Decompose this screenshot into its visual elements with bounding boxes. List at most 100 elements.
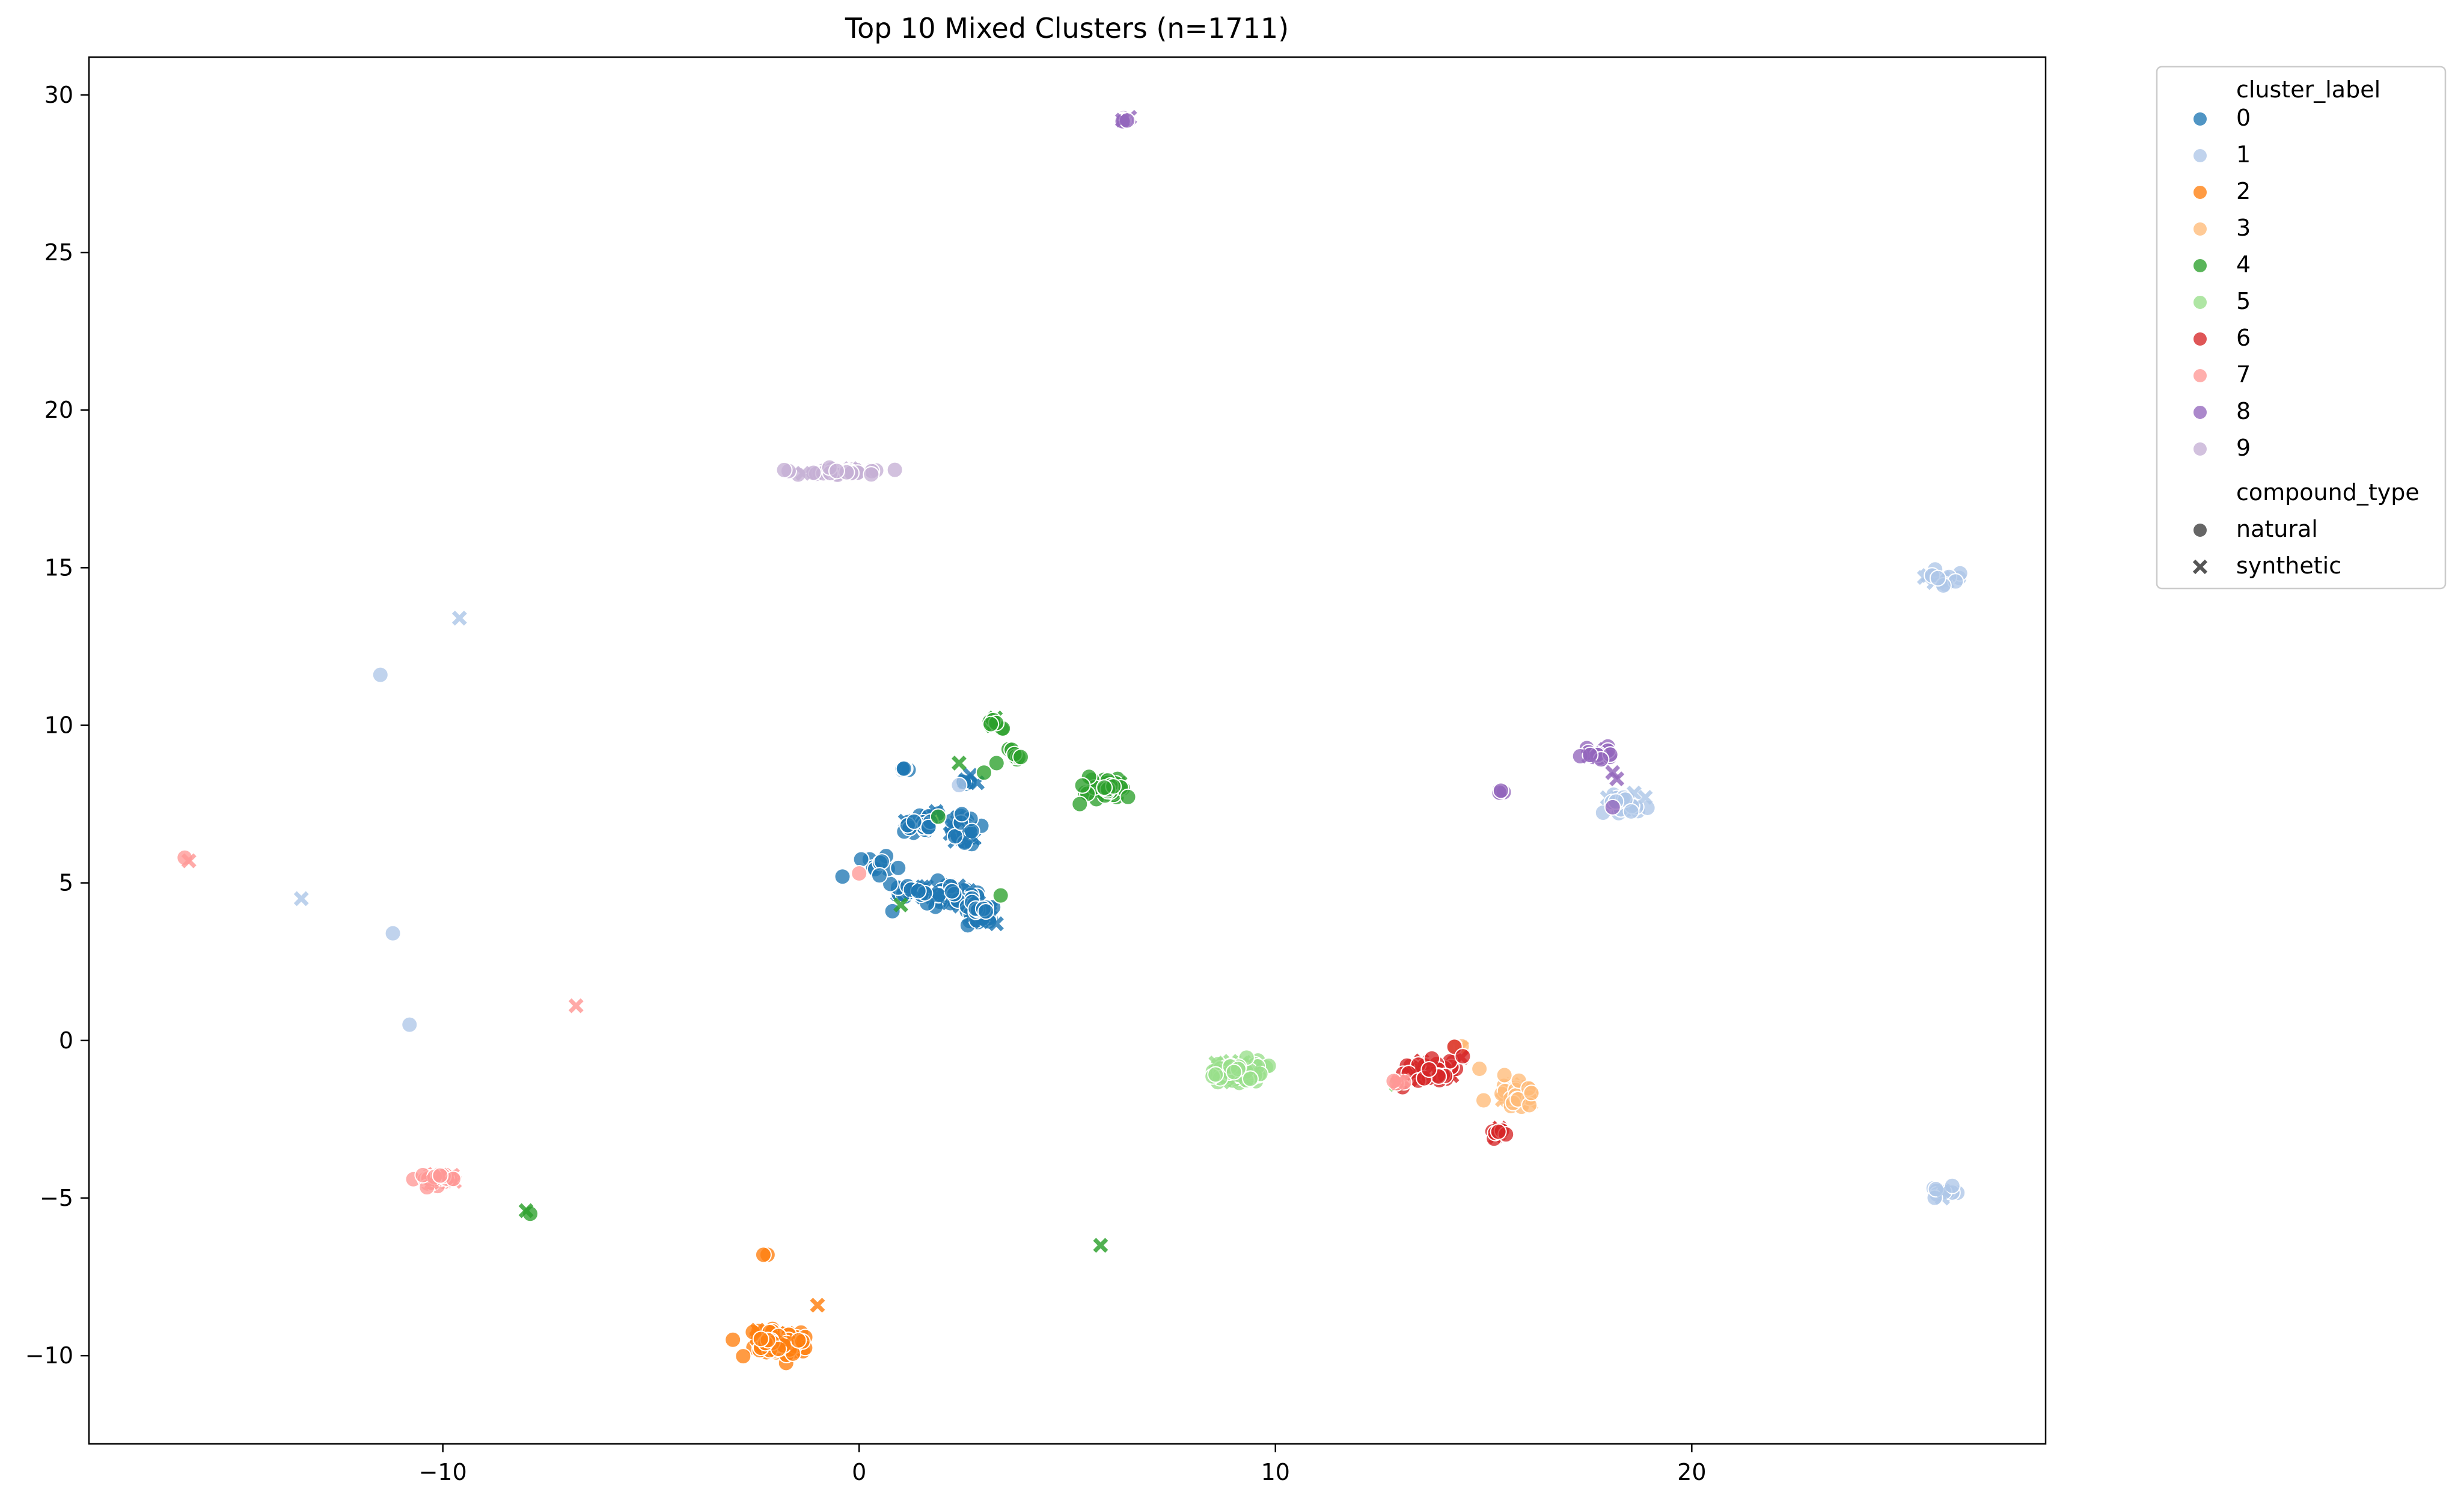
legend-style-items: natural synthetic xyxy=(2192,516,2341,579)
data-point-cluster-0 xyxy=(834,868,851,885)
data-point-cluster-0 xyxy=(873,853,890,870)
data-point-cluster-1 xyxy=(950,777,968,794)
data-point-cluster-8 xyxy=(1604,798,1621,816)
data-point-cluster-0 xyxy=(920,818,937,836)
data-point-cluster-0 xyxy=(890,859,907,876)
y-tick-label: −10 xyxy=(25,1342,73,1369)
legend-label-cluster-8: 8 xyxy=(2236,398,2251,424)
data-point-cluster-1 xyxy=(1936,1183,1951,1199)
y-tick-label: 5 xyxy=(59,870,73,896)
legend-label-cluster-5: 5 xyxy=(2236,288,2251,314)
data-points xyxy=(176,109,1969,1372)
data-point-cluster-0 xyxy=(953,805,971,823)
data-point-cluster-0 xyxy=(905,813,923,830)
data-point-cluster-4 xyxy=(1119,788,1137,805)
y-tick-label: 10 xyxy=(44,712,73,739)
legend-marker-cluster-3 xyxy=(2192,221,2208,237)
legend-label-cluster-6: 6 xyxy=(2236,325,2251,351)
data-point-cluster-4 xyxy=(1096,779,1113,796)
data-point-cluster-9 xyxy=(886,461,903,478)
data-point-cluster-2 xyxy=(752,1330,769,1348)
data-point-cluster-2 xyxy=(810,1297,825,1313)
data-point-cluster-4 xyxy=(1071,795,1089,813)
x-tick-label: 10 xyxy=(1261,1459,1290,1485)
y-axis: −10 −5 0 5 10 15 20 25 30 xyxy=(25,82,89,1369)
legend-label-cluster-4: 4 xyxy=(2236,251,2251,278)
data-point-cluster-0 xyxy=(852,851,870,868)
legend-marker-cluster-6 xyxy=(2192,331,2208,347)
data-point-cluster-1 xyxy=(1622,802,1640,820)
y-tick-label: −5 xyxy=(40,1185,73,1211)
legend-box xyxy=(2156,66,2447,590)
legend-style-title: compound_type xyxy=(2236,479,2420,506)
data-point-cluster-6 xyxy=(1454,1048,1472,1065)
data-point-cluster-5 xyxy=(1207,1066,1224,1083)
data-point-cluster-2 xyxy=(778,1335,794,1351)
legend-label-cluster-2: 2 xyxy=(2236,178,2251,204)
data-point-cluster-9 xyxy=(863,466,880,483)
data-point-cluster-4 xyxy=(893,897,908,912)
data-point-cluster-2 xyxy=(790,1331,807,1349)
data-point-cluster-6 xyxy=(1420,1061,1438,1078)
plot-area xyxy=(89,57,2046,1444)
data-point-cluster-3 xyxy=(1471,1060,1488,1078)
data-point-cluster-0 xyxy=(905,882,920,898)
legend-marker-cluster-2 xyxy=(2192,185,2208,200)
data-point-cluster-9 xyxy=(828,462,845,480)
data-point-cluster-4 xyxy=(1074,777,1091,794)
data-point-cluster-7 xyxy=(851,864,868,882)
y-tick-label: 15 xyxy=(44,554,73,581)
data-point-cluster-4 xyxy=(951,755,967,771)
data-point-cluster-4 xyxy=(992,887,1009,904)
data-point-cluster-9 xyxy=(795,465,810,481)
data-point-cluster-1 xyxy=(384,925,402,942)
x-axis: −10 0 10 20 xyxy=(419,1444,1707,1485)
y-tick-label: 30 xyxy=(44,82,73,108)
data-point-cluster-4 xyxy=(975,764,992,781)
legend-marker-cluster-1 xyxy=(2192,148,2208,164)
legend-label-cluster-9: 9 xyxy=(2236,435,2251,461)
data-point-cluster-4 xyxy=(982,715,1000,733)
data-point-cluster-1 xyxy=(1943,1177,1961,1194)
data-point-cluster-1 xyxy=(293,891,309,906)
plot-border xyxy=(88,56,2047,1445)
x-tick-label: −10 xyxy=(419,1459,467,1485)
data-point-cluster-4 xyxy=(988,754,1005,772)
data-point-cluster-5 xyxy=(1225,1063,1243,1081)
legend-marker-synthetic xyxy=(2192,559,2208,575)
data-point-cluster-6 xyxy=(1490,1123,1507,1140)
data-point-cluster-1 xyxy=(451,610,467,626)
data-point-cluster-9 xyxy=(775,461,793,478)
data-point-cluster-0 xyxy=(988,916,1004,932)
x-tick-label: 0 xyxy=(852,1459,866,1485)
legend-marker-cluster-0 xyxy=(2192,111,2208,127)
chart-title: Top 10 Mixed Clusters (n=1711) xyxy=(845,12,1289,44)
legend-marker-cluster-4 xyxy=(2192,258,2208,274)
data-point-cluster-8 xyxy=(1492,782,1509,799)
data-point-cluster-0 xyxy=(895,760,913,777)
data-point-cluster-4 xyxy=(1012,748,1029,766)
data-point-cluster-7 xyxy=(568,998,584,1013)
data-point-cluster-0 xyxy=(943,882,961,900)
data-point-cluster-2 xyxy=(724,1331,742,1348)
data-point-cluster-0 xyxy=(870,867,888,884)
y-tick-label: 25 xyxy=(44,239,73,266)
data-point-cluster-8 xyxy=(1609,771,1625,787)
data-point-cluster-7 xyxy=(181,853,197,869)
data-point-cluster-3 xyxy=(1475,1092,1493,1109)
y-tick-label: 0 xyxy=(59,1027,73,1054)
data-point-cluster-8 xyxy=(1114,112,1130,128)
data-point-cluster-3 xyxy=(1523,1084,1540,1102)
data-point-cluster-2 xyxy=(754,1246,772,1264)
data-point-cluster-1 xyxy=(401,1016,418,1033)
data-point-cluster-1 xyxy=(371,666,389,683)
legend-hue-items: 0 1 2 3 4 5 6 7 8 9 xyxy=(2192,105,2251,461)
legend: cluster_label 0 1 2 3 4 5 6 7 8 9 compound_type n… xyxy=(2156,66,2447,590)
legend-label-natural: natural xyxy=(2236,516,2318,542)
data-point-cluster-3 xyxy=(1496,1066,1513,1084)
legend-marker-natural xyxy=(2193,524,2207,537)
data-point-cluster-0 xyxy=(962,827,977,843)
data-point-cluster-7 xyxy=(1390,1075,1405,1091)
legend-marker-cluster-9 xyxy=(2192,441,2208,457)
